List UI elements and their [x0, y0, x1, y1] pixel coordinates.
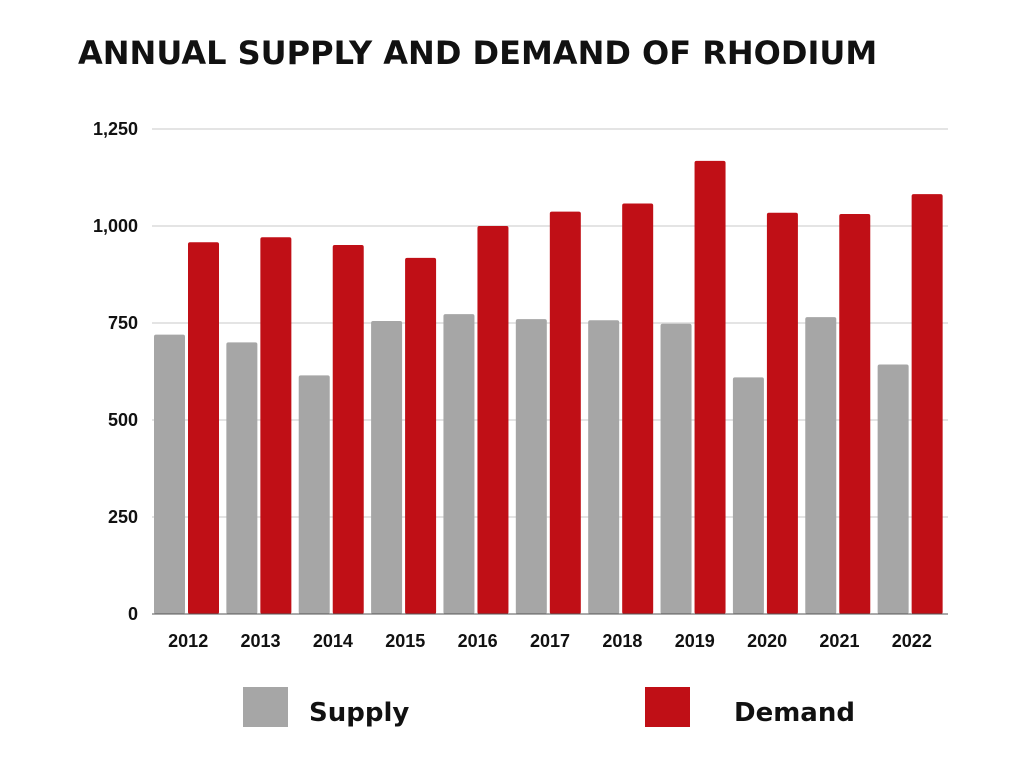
- bar-demand-2016: [477, 226, 509, 614]
- legend-swatch-demand: [645, 687, 690, 727]
- y-tick-label: 750: [108, 313, 138, 333]
- x-tick-label: 2013: [241, 631, 281, 651]
- y-tick-label: 0: [128, 604, 138, 624]
- bar-supply-2012: [154, 334, 185, 614]
- x-tick-label: 2017: [530, 631, 570, 651]
- bar-supply-2021: [805, 317, 837, 614]
- x-axis-ticks: 2012 2013 2014 2015 2016 2017 2018 2019 2020 2021…: [168, 631, 932, 651]
- bar-demand-2021: [839, 213, 871, 615]
- y-tick-label: 250: [108, 507, 138, 527]
- bar-supply-2018: [588, 320, 620, 614]
- y-tick-label: 500: [108, 410, 138, 430]
- x-tick-label: 2014: [313, 631, 353, 651]
- bars: [154, 160, 943, 615]
- legend-label-demand: Demand: [734, 698, 855, 728]
- bar-demand-2019: [694, 160, 726, 615]
- bar-supply-2014: [298, 375, 330, 614]
- bar-demand-2012: [188, 242, 219, 614]
- bar-demand-2020: [766, 212, 798, 615]
- x-tick-label: 2020: [747, 631, 787, 651]
- bar-demand-2013: [260, 237, 292, 614]
- bar-supply-2015: [371, 321, 403, 614]
- y-tick-label: 1,000: [93, 216, 138, 236]
- bar-supply-2022: [877, 364, 909, 614]
- x-tick-label: 2021: [819, 631, 859, 651]
- bar-supply-2016: [443, 314, 475, 614]
- legend: Supply Demand: [243, 687, 855, 728]
- chart-title: ANNUAL SUPPLY AND DEMAND OF RHODIUM: [78, 34, 878, 72]
- x-tick-label: 2016: [458, 631, 498, 651]
- bar-demand-2014: [332, 245, 364, 614]
- legend-label-supply: Supply: [309, 698, 409, 728]
- bar-demand-2017: [549, 211, 581, 615]
- bar-supply-2020: [732, 377, 764, 614]
- bar-demand-2018: [622, 203, 654, 614]
- bar-demand-2015: [405, 257, 437, 614]
- x-tick-label: 2022: [892, 631, 932, 651]
- bar-supply-2017: [515, 319, 547, 614]
- x-tick-label: 2012: [168, 631, 208, 651]
- x-tick-label: 2015: [385, 631, 425, 651]
- x-tick-label: 2019: [675, 631, 715, 651]
- legend-swatch-supply: [243, 687, 288, 727]
- y-tick-label: 1,250: [93, 119, 138, 139]
- y-axis-ticks: 0 250 500 750 1,000 1,250: [93, 119, 138, 624]
- bar-supply-2019: [660, 323, 692, 614]
- x-tick-label: 2018: [602, 631, 642, 651]
- bar-demand-2022: [911, 194, 943, 614]
- bar-supply-2013: [226, 342, 258, 614]
